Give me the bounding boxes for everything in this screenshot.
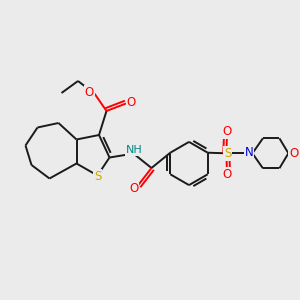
Text: O: O — [289, 147, 298, 160]
Text: O: O — [127, 96, 136, 110]
Text: O: O — [85, 86, 94, 99]
Text: NH: NH — [126, 145, 143, 155]
Text: O: O — [222, 168, 232, 182]
Text: S: S — [224, 147, 231, 160]
Text: O: O — [222, 125, 232, 138]
Text: O: O — [129, 182, 138, 195]
Text: S: S — [94, 169, 101, 183]
Text: N: N — [245, 146, 254, 160]
